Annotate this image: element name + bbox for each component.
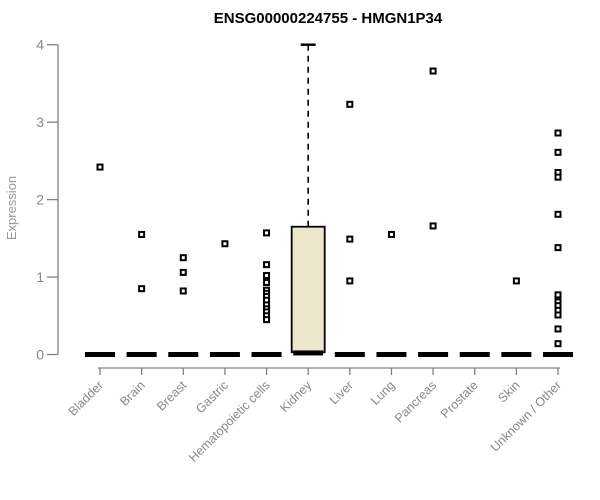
category-label: Gastric [193, 378, 231, 416]
data-point [346, 277, 354, 285]
data-point [554, 244, 562, 252]
chart-title: ENSG00000224755 - HMGN1P34 [214, 10, 443, 27]
data-point [554, 173, 562, 181]
median-line [85, 352, 115, 357]
category-label: Kidney [277, 378, 314, 415]
median-line [251, 352, 282, 357]
category-label: Unknown / Other [488, 378, 564, 454]
y-axis-label: Expression [4, 176, 19, 240]
data-point [263, 261, 271, 269]
data-point [429, 222, 437, 230]
data-point [554, 340, 562, 348]
data-point [263, 278, 271, 286]
category-label: Breast [154, 378, 190, 414]
median-line [418, 352, 449, 357]
y-tick-label: 4 [36, 37, 44, 53]
data-point [138, 285, 146, 293]
data-point [138, 230, 146, 238]
data-point [179, 254, 187, 262]
median-line [168, 352, 199, 357]
plot-generated-content: 0 1 2 3 4 Bladder Brain Breast GastricHematopoie… [36, 37, 573, 465]
median-line [543, 352, 573, 357]
category-label: Hematopoietic cells [186, 378, 273, 465]
category-label: Liver [327, 378, 356, 407]
median-line [126, 352, 157, 357]
data-point [554, 210, 562, 218]
median-line [334, 352, 365, 357]
category-label: Skin [495, 378, 522, 405]
data-point [346, 100, 354, 108]
y-tick-label: 3 [36, 114, 44, 130]
median-line [209, 352, 240, 357]
y-tick-label: 1 [36, 269, 44, 285]
median-line [501, 352, 532, 357]
box [290, 225, 326, 354]
y-tick-label: 0 [36, 347, 44, 363]
data-point [263, 229, 271, 237]
data-point [554, 325, 562, 333]
median-line [376, 352, 407, 357]
data-point [554, 291, 562, 299]
data-point [179, 268, 187, 276]
category-label: Pancreas [392, 378, 439, 425]
data-point [429, 67, 437, 75]
data-point [346, 235, 354, 243]
data-point [554, 311, 562, 319]
data-point [263, 272, 271, 280]
median-line [293, 350, 324, 356]
median-line [459, 352, 490, 357]
data-point [512, 277, 520, 285]
data-point [179, 287, 187, 295]
category-label: Prostate [438, 378, 481, 421]
data-point [221, 240, 229, 248]
category-label: Bladder [66, 378, 106, 418]
data-point [387, 230, 395, 238]
data-point [263, 316, 271, 324]
y-tick-label: 2 [36, 192, 44, 208]
data-point [554, 129, 562, 137]
data-point [96, 163, 104, 171]
category-label: Brain [117, 378, 148, 409]
category-label: Lung [368, 378, 398, 408]
data-point [554, 148, 562, 156]
